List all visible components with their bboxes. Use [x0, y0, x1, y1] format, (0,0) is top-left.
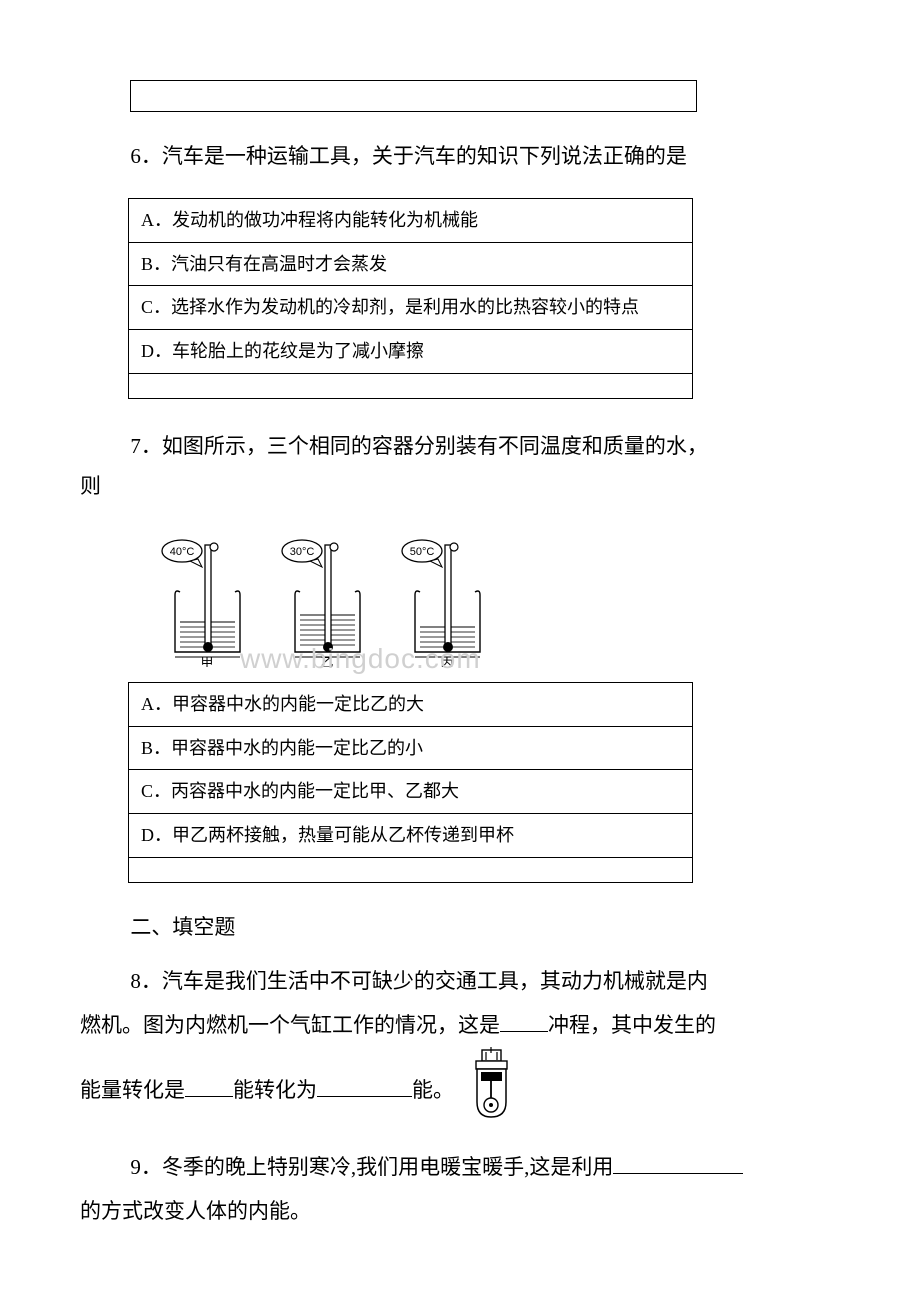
q6-option-b: B．汽油只有在高温时才会蒸发: [129, 242, 693, 286]
q9-blank: [613, 1152, 743, 1174]
q8-line3-c: 能。: [412, 1078, 454, 1102]
q8-blank-energy-to: [317, 1075, 412, 1097]
engine-figure: [464, 1047, 519, 1137]
q6-stem: 6．汽车是一种运输工具，关于汽车的知识下列说法正确的是: [80, 137, 820, 177]
q7-stem-line2: 则: [80, 467, 820, 507]
q9-line2: 的方式改变人体的内能。: [80, 1199, 311, 1223]
q8-line1: 8．汽车是我们生活中不可缺少的交通工具，其动力机械就是内: [130, 969, 708, 993]
beaker-jia-label: 甲: [200, 655, 213, 667]
q8-line3-b: 能转化为: [233, 1078, 317, 1102]
q8-line3-a: 能量转化是: [80, 1078, 185, 1102]
q9-block: 9．冬季的晚上特别寒冷,我们用电暖宝暖手,这是利用 的方式改变人体的内能。: [80, 1145, 820, 1233]
beaker-yi-temp: 30°C: [290, 546, 315, 558]
q6-options-table: A．发动机的做功冲程将内能转化为机械能 B．汽油只有在高温时才会蒸发 C．选择水…: [128, 198, 693, 399]
beaker-jia-temp: 40°C: [170, 546, 195, 558]
prev-table-remainder: [130, 80, 697, 112]
q8-line2-a: 燃机。图为内燃机一个气缸工作的情况，这是: [80, 1013, 500, 1037]
q9-line1: 9．冬季的晚上特别寒冷,我们用电暖宝暖手,这是利用: [130, 1155, 613, 1179]
q8-line2-b: 冲程，其中发生的: [548, 1013, 716, 1037]
q7-stem: 7．如图所示，三个相同的容器分别装有不同温度和质量的水， 则: [100, 427, 820, 507]
q7-options-table: A．甲容器中水的内能一定比乙的大 B．甲容器中水的内能一定比乙的小 C．丙容器中…: [128, 682, 693, 883]
q6-option-d: D．车轮胎上的花纹是为了减小摩擦: [129, 330, 693, 374]
section-2-heading: 二、填空题: [80, 911, 820, 941]
q7-stem-line1: 7．如图所示，三个相同的容器分别装有不同温度和质量的水，: [80, 427, 820, 467]
q7-option-d: D．甲乙两杯接触，热量可能从乙杯传递到甲杯: [129, 814, 693, 858]
q7-beakers-figure: 40°C 甲 30°C: [160, 537, 820, 672]
engine-svg: [464, 1047, 519, 1122]
q8-block: 8．汽车是我们生活中不可缺少的交通工具，其动力机械就是内 燃机。图为内燃机一个气…: [80, 959, 820, 1137]
q7-blank-row: [129, 858, 693, 883]
q8-blank-stroke: [500, 1010, 548, 1032]
q7-option-b: B．甲容器中水的内能一定比乙的小: [129, 726, 693, 770]
q7-option-a: A．甲容器中水的内能一定比乙的大: [129, 682, 693, 726]
q8-blank-energy-from: [185, 1075, 233, 1097]
q6-option-c: C．选择水作为发动机的冷却剂，是利用水的比热容较小的特点: [129, 286, 693, 330]
document-page: 6．汽车是一种运输工具，关于汽车的知识下列说法正确的是 A．发动机的做功冲程将内…: [0, 0, 920, 1294]
q6-blank-row: [129, 374, 693, 399]
q6-option-a: A．发动机的做功冲程将内能转化为机械能: [129, 198, 693, 242]
beaker-bing-temp: 50°C: [410, 546, 435, 558]
q7-option-c: C．丙容器中水的内能一定比甲、乙都大: [129, 770, 693, 814]
watermark-text: www.bingdoc.com: [240, 643, 481, 675]
